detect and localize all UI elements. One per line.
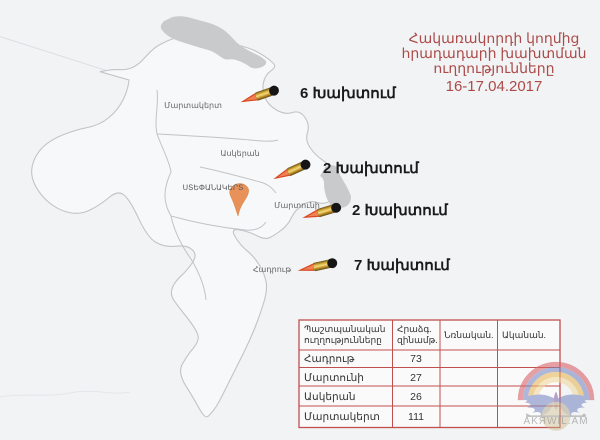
svg-text:Պաշտպանական: Պաշտպանական — [304, 324, 385, 334]
svg-text:111: 111 — [408, 411, 424, 423]
svg-text:ՍՏԵՓԱՆԱԿԵՐՏ: ՍՏԵՓԱՆԱԿԵՐՏ — [183, 183, 244, 192]
svg-text:Մարտունի: Մարտունի — [274, 201, 320, 210]
svg-text:Ասկերան: Ասկերան — [304, 391, 356, 403]
svg-text:7 Խախտում: 7 Խախտում — [354, 257, 450, 274]
svg-text:2 Խախտում: 2 Խախտում — [323, 160, 419, 177]
svg-text:6 Խախտում: 6 Խախտում — [300, 85, 396, 102]
svg-text:27: 27 — [410, 372, 422, 384]
svg-text:Մարտակերտ: Մարտակերտ — [164, 101, 222, 110]
svg-text:հրադադարի խախտման: հրադադարի խախտման — [402, 45, 587, 61]
svg-text:Մարտակերտ: Մարտակերտ — [304, 411, 380, 423]
svg-text:Հրաձգ.: Հրաձգ. — [397, 324, 432, 334]
svg-text:Հադրութ: Հադրութ — [253, 265, 291, 274]
svg-text:26: 26 — [410, 391, 422, 403]
svg-text:AKЯWIL.AM: AKЯWIL.AM — [523, 416, 588, 427]
svg-text:ուղղությունները: ուղղությունները — [304, 335, 382, 345]
svg-text:Ականան.: Ականան. — [502, 330, 546, 340]
svg-text:16-17.04.2017: 16-17.04.2017 — [446, 78, 543, 95]
svg-text:Նռնական.: Նռնական. — [444, 330, 494, 340]
svg-text:2 Խախտում: 2 Խախտում — [352, 202, 448, 219]
svg-text:ուղղությունները: ուղղությունները — [433, 60, 554, 76]
svg-text:Հադրութ: Հադրութ — [304, 353, 356, 365]
svg-text:զինամթ.: զինամթ. — [397, 335, 438, 345]
svg-text:Մարտունի: Մարտունի — [304, 372, 364, 384]
svg-text:Հակառակորդի կողմից: Հակառակորդի կողմից — [409, 30, 580, 46]
svg-text:73: 73 — [410, 353, 422, 365]
svg-text:Ասկերան: Ասկերան — [220, 149, 259, 158]
